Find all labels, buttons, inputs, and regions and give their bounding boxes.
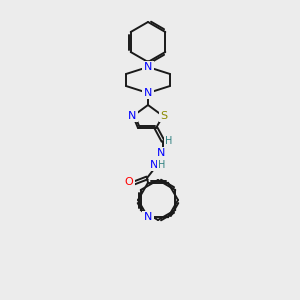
- Text: N: N: [150, 160, 158, 170]
- Text: N: N: [144, 62, 152, 72]
- Text: N: N: [144, 212, 152, 222]
- Text: H: H: [165, 136, 173, 146]
- Text: N: N: [144, 88, 152, 98]
- Text: N: N: [157, 148, 165, 158]
- Text: N: N: [128, 111, 136, 121]
- Text: H: H: [158, 160, 166, 170]
- Text: S: S: [160, 111, 168, 121]
- Text: O: O: [124, 177, 134, 187]
